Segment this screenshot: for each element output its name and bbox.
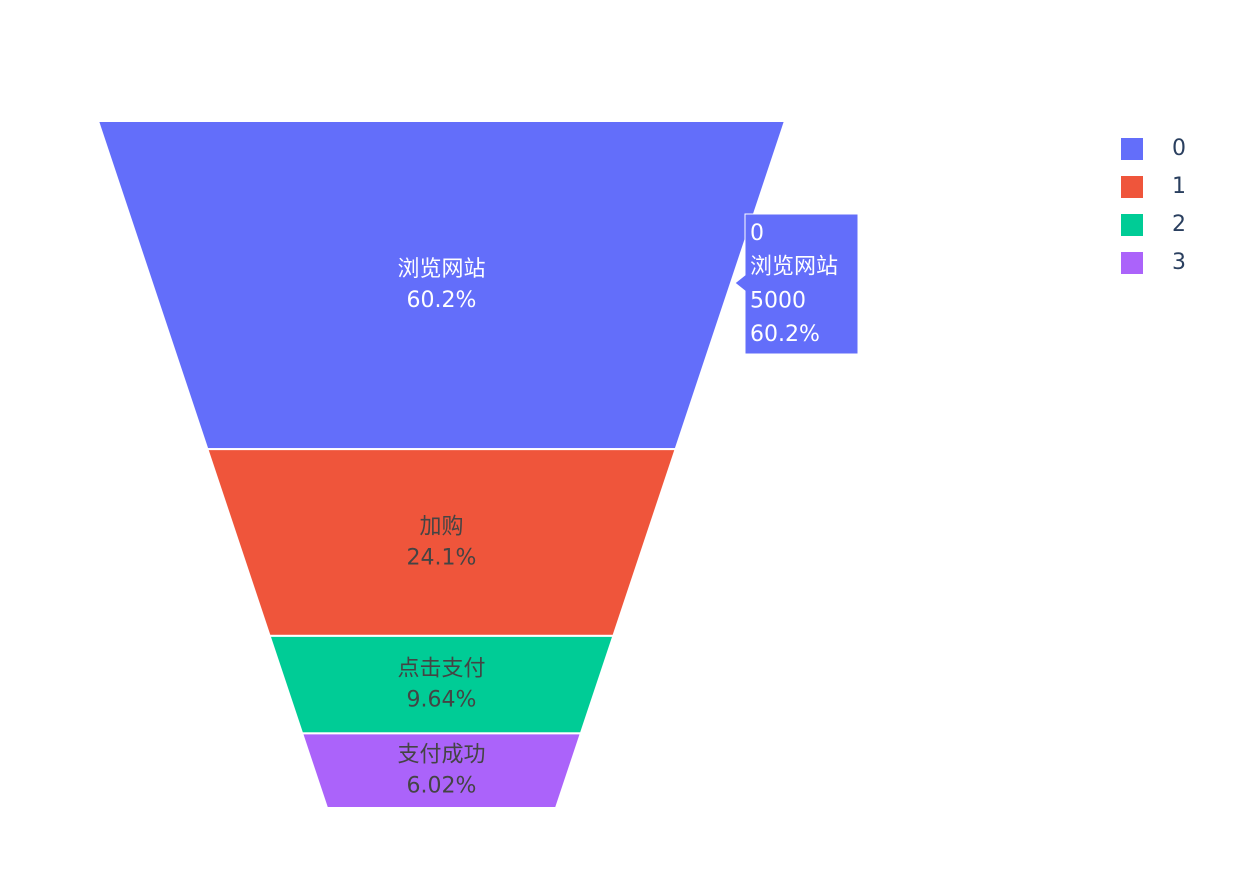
funnel-segment[interactable] bbox=[300, 732, 583, 809]
segment-label: 点击支付 bbox=[397, 657, 485, 682]
legend-label[interactable]: 0 bbox=[1172, 136, 1186, 161]
legend-label[interactable]: 2 bbox=[1172, 212, 1186, 237]
funnel-segment[interactable] bbox=[96, 120, 787, 451]
hover-text: 浏览网站 bbox=[750, 255, 838, 280]
hover-text: 0 bbox=[750, 221, 764, 246]
segment-percent: 24.1% bbox=[407, 546, 477, 571]
segment-label: 加购 bbox=[419, 515, 463, 540]
segment-label: 支付成功 bbox=[397, 743, 485, 768]
funnel: 浏览网站 60.2% 加购 24.1% 点击支付 9.64% 支付成功 6.02% bbox=[96, 120, 787, 809]
legend-swatch[interactable] bbox=[1121, 176, 1143, 198]
funnel-segment[interactable] bbox=[205, 448, 678, 637]
funnel-segment[interactable] bbox=[268, 634, 615, 735]
segment-percent: 60.2% bbox=[407, 288, 477, 313]
legend-label[interactable]: 1 bbox=[1172, 174, 1186, 199]
hover-label: 0 浏览网站 5000 60.2% bbox=[734, 213, 859, 355]
segment-percent: 6.02% bbox=[407, 774, 477, 799]
legend-label[interactable]: 3 bbox=[1172, 250, 1186, 275]
segment-label: 浏览网站 bbox=[397, 257, 485, 282]
segment-percent: 9.64% bbox=[407, 688, 477, 713]
legend-swatch[interactable] bbox=[1121, 252, 1143, 274]
legend[interactable]: 0 1 2 3 bbox=[1121, 136, 1186, 275]
hover-text: 60.2% bbox=[750, 322, 820, 347]
legend-swatch[interactable] bbox=[1121, 214, 1143, 236]
legend-swatch[interactable] bbox=[1121, 138, 1143, 160]
hover-text: 5000 bbox=[750, 288, 806, 313]
hover-box bbox=[734, 213, 859, 355]
